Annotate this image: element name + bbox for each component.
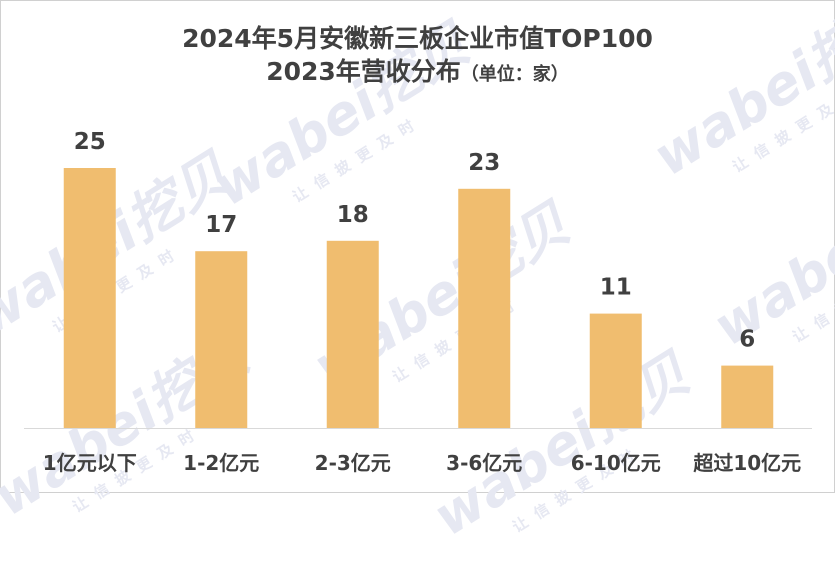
title-line-1: 2024年5月安徽新三板企业市值TOP100 — [182, 24, 653, 53]
bar-1 — [63, 168, 116, 428]
category-label-4: 3-6亿元 — [446, 451, 522, 475]
data-label-3: 18 — [337, 202, 369, 228]
title-line-2-main: 2023年营收分布 — [266, 57, 461, 86]
category-label-1: 1亿元以下 — [43, 451, 137, 475]
category-label-2: 1-2亿元 — [183, 451, 259, 475]
bar-6 — [721, 365, 774, 428]
chart-frame — [0, 0, 835, 493]
bar-4 — [458, 188, 511, 428]
bar-3 — [326, 240, 379, 428]
unit-label: （单位：家） — [460, 64, 569, 85]
category-label-3: 2-3亿元 — [315, 451, 391, 475]
data-label-2: 17 — [205, 212, 237, 238]
data-label-4: 23 — [468, 150, 500, 176]
bar-chart: 25 1亿元以下 17 1-2亿元 18 2-3亿元 23 3-6亿元 11 6-10亿元 6 超过1… — [24, 129, 812, 475]
data-label-6: 6 — [739, 327, 755, 353]
category-label-6: 超过10亿元 — [692, 451, 801, 475]
category-label-5: 6-10亿元 — [571, 451, 661, 475]
data-label-5: 11 — [600, 275, 632, 301]
bar-2 — [195, 251, 248, 428]
chart-title: 2024年5月安徽新三板企业市值TOP100 2023年营收分布（单位：家） — [0, 22, 835, 91]
title-line-2: 2023年营收分布（单位：家） — [0, 55, 835, 91]
data-label-1: 25 — [74, 129, 106, 155]
bar-5 — [589, 313, 642, 428]
